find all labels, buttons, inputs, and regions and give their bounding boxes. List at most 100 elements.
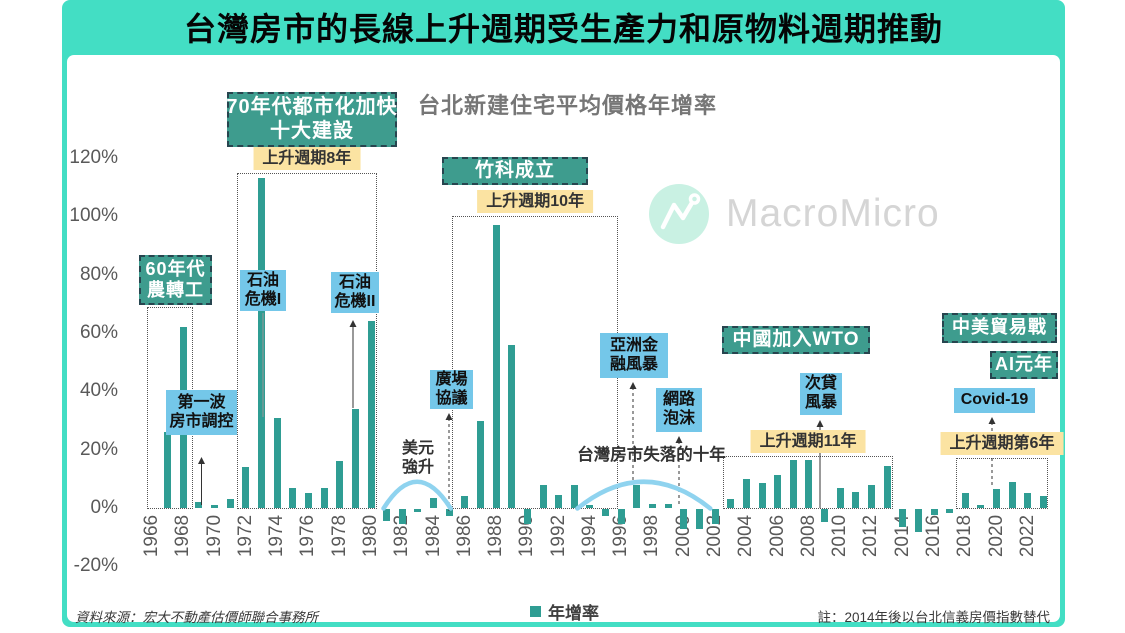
bar-2011 [852, 492, 860, 508]
cycle-box-4 [722, 456, 894, 509]
bar-2001 [695, 509, 703, 530]
bar-1967 [164, 432, 172, 508]
annotation-oil-crisis-1: 石油 危機I [240, 270, 286, 311]
bar-1997 [633, 484, 641, 508]
bar-2004 [742, 478, 750, 508]
legend-label: 年增率 [548, 604, 599, 623]
bar-2022 [1024, 493, 1032, 508]
bar-1980 [367, 321, 375, 508]
cycle-label-2: 上升週期8年 [253, 146, 361, 170]
bar-2007 [789, 459, 797, 508]
bar-1981 [383, 509, 391, 521]
cycle-label-4: 上升週期11年 [750, 430, 866, 454]
bar-2006 [774, 474, 782, 508]
bar-2018 [961, 493, 969, 508]
bar-1975 [289, 487, 297, 508]
bar-2008 [805, 459, 813, 508]
bar-2012 [867, 484, 875, 508]
cycle-box-2 [236, 172, 378, 509]
bar-2019 [977, 505, 985, 508]
bar-1990 [523, 509, 531, 524]
bar-1993 [570, 484, 578, 508]
bar-1974 [273, 417, 281, 508]
bar-1989 [508, 344, 516, 508]
bar-1994 [586, 505, 594, 508]
bar-1991 [539, 484, 547, 508]
annotation-us-china-trade-war: 中美貿易戰 [942, 313, 1057, 343]
bar-1985 [445, 509, 453, 517]
chart-card [67, 55, 1060, 622]
connector-3 [349, 320, 357, 408]
y-tick-100: 100% [69, 205, 118, 227]
cycle-label-3: 上升週期10年 [477, 190, 594, 214]
bar-1999 [664, 503, 672, 508]
bar-1992 [555, 494, 563, 508]
annotation-hsinchu-science-park: 竹科成立 [442, 157, 588, 185]
bar-2002 [711, 509, 719, 524]
connector-5 [629, 382, 637, 480]
bar-1969 [195, 502, 203, 508]
bar-1983 [414, 509, 422, 512]
bar-2010 [836, 487, 844, 508]
bar-1987 [476, 420, 484, 508]
bar-1995 [602, 509, 610, 517]
bar-1973 [258, 178, 265, 508]
bar-1976 [304, 493, 312, 508]
y-tick-60: 60% [79, 322, 118, 343]
bar-2020 [993, 489, 1001, 508]
bar-2003 [727, 499, 735, 508]
cycle-label-5: 上升週期第6年 [940, 432, 1064, 456]
connector-1 [198, 457, 205, 505]
annotation-oil-crisis-2: 石油 危機II [331, 272, 379, 313]
cycle-box-5 [955, 458, 1049, 509]
bar-1986 [461, 496, 469, 508]
annotation-first-housing-control: 第一波 房市調控 [166, 390, 237, 435]
annotation-lost-decade: 台灣房市失落的十年 [577, 446, 726, 465]
lost-decade-arc [575, 479, 713, 511]
bar-1977 [320, 487, 328, 508]
y-tick--20: -20% [73, 555, 118, 577]
annotation-asian-financial-crisis: 亞洲金 融風暴 [600, 333, 668, 378]
y-tick-40: 40% [79, 380, 118, 402]
bar-2016 [930, 509, 938, 515]
annotation-dotcom-bubble: 網路 泡沫 [656, 388, 702, 432]
watermark-text: MacroMicro [726, 192, 940, 235]
page-title: 台灣房市的長線上升週期受生產力和原物料週期推動 [183, 11, 943, 47]
legend: 年增率 [530, 599, 599, 624]
connector-6 [675, 436, 683, 506]
chart-title: 台北新建住宅平均價格年增率 [418, 93, 718, 118]
source-note: 資料來源：宏大不動產估價師聯合事務所 [75, 610, 318, 625]
annotation-70s-urbanization: 70年代都市化加快 十大建設 [226, 92, 397, 147]
annotation-subprime-crisis: 次貸 風暴 [800, 373, 842, 415]
bar-1972 [242, 467, 250, 508]
y-tick-20: 20% [79, 438, 118, 460]
bar-1982 [398, 509, 406, 524]
bar-1998 [649, 503, 656, 508]
bar-1984 [430, 497, 437, 508]
annotation-china-joins-wto: 中國加入WTO [722, 326, 870, 354]
macromicro-watermark: MacroMicro [648, 183, 940, 245]
legend-swatch [530, 606, 541, 617]
connector-4 [445, 413, 453, 511]
bar-2005 [758, 483, 766, 508]
annotation-plaza-accord: 廣場 協議 [430, 370, 473, 409]
annotation-ai-era: AI元年 [990, 351, 1058, 379]
bar-2013 [883, 465, 891, 508]
bar-2023 [1040, 496, 1047, 508]
annotation-60s-farm-to-industry: 60年代 農轉工 [139, 255, 212, 305]
bar-1996 [617, 509, 625, 524]
y-tick-0: 0% [90, 497, 118, 518]
bar-2021 [1008, 481, 1016, 508]
bar-2014 [899, 509, 907, 527]
bar-2015 [914, 509, 922, 533]
bar-1988 [492, 225, 500, 508]
bar-2017 [946, 509, 954, 514]
usd-appreciation-arc [381, 479, 453, 511]
y-tick-120: 120% [69, 147, 118, 168]
bar-2009 [821, 509, 828, 523]
bar-1978 [336, 461, 344, 508]
